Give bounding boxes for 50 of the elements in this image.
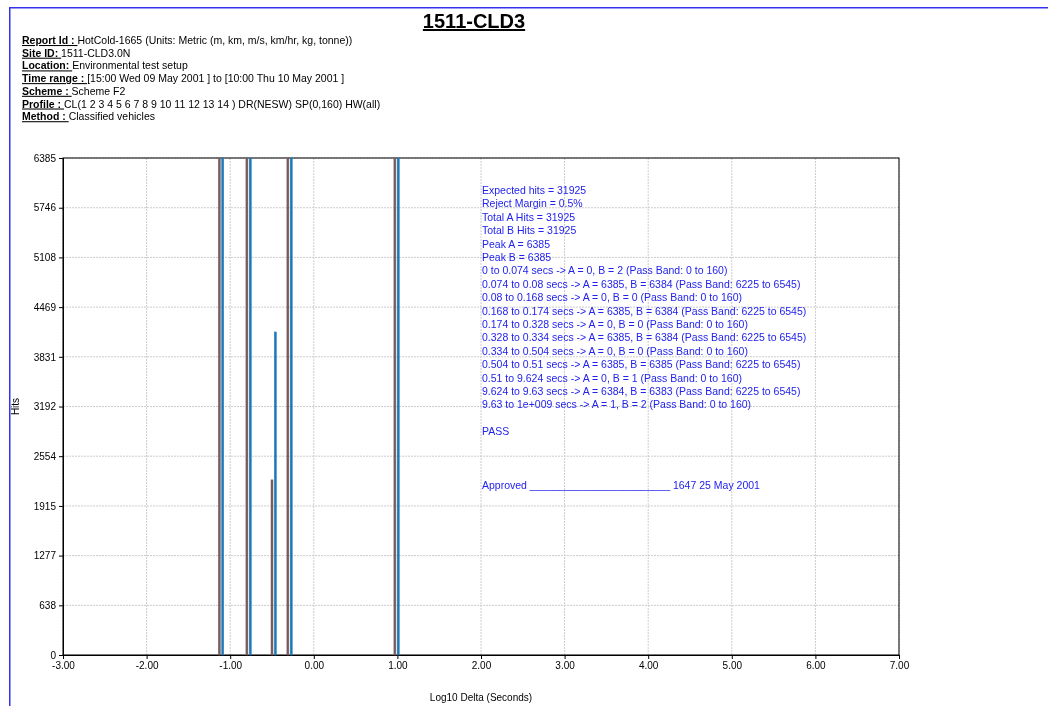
annotation: 0.328 to 0.334 secs -> A = 6385, B = 6384 (Pass Band: 6225 to 6545)	[482, 331, 807, 344]
y-tick-label: 5746	[33, 202, 57, 214]
annotation: 0.51 to 9.624 secs -> A = 0, B = 1 (Pass Band: 0 to 160)	[482, 371, 743, 384]
annotation: PASS	[482, 425, 510, 438]
x-tick-label: 2.00	[471, 660, 492, 672]
x-tick-label: 4.00	[638, 660, 659, 672]
chart-title: 1511-CLD3	[422, 10, 526, 32]
annotation: 0.174 to 0.328 secs -> A = 0, B = 0 (Pass Band: 0 to 160)	[482, 318, 748, 330]
annotation: 9.624 to 9.63 secs -> A = 6384, B = 6383 (Pass Band: 6225 to 6545)	[482, 385, 801, 397]
annotation: 9.63 to 1e+009 secs -> A = 1, B = 2 (Pass Band: 0 to 160)	[482, 398, 752, 411]
y-tick-label: 638	[39, 600, 57, 612]
annotation: 0.08 to 0.168 secs -> A = 0, B = 0 (Pass Band: 0 to 160)	[482, 291, 743, 304]
annotation: 0 to 0.074 secs -> A = 0, B = 2 (Pass Band: 0 to 160)	[482, 264, 728, 277]
x-tick-label: 7.00	[889, 660, 910, 672]
x-tick-label: -1.00	[219, 660, 243, 672]
text: Report Id : HotCold-1665 (Units: Metric (m, km, m/s, km/hr, kg, tonne)) Site ID: 1511-CLD3.0N Location: Environmental test setup Time range : [15:00 Wed 09 May 2001 ] to [10:00 Thu 10 May 2001 ] Scheme : Scheme F2 Profile : CL(1 2 3 4 5 6 7 8 9 10 11 12 13 14 ) DR(NESW) SP(0,160) HW(all) Method : Classified vehicles	[22, 34, 381, 123]
annotation: 0.168 to 0.174 secs -> A = 6385, B = 6384 (Pass Band: 6225 to 6545)	[482, 304, 807, 317]
bar	[274, 331, 277, 656]
y-tick-label: 5108	[33, 252, 57, 264]
bar	[270, 479, 274, 656]
x-tick-label: 0.00	[304, 660, 325, 672]
x-tick-label: 1.00	[388, 660, 409, 672]
x-tick-label: -2.00	[135, 660, 159, 672]
y-tick-label: 1277	[33, 550, 57, 562]
y-tick-label: 1915	[33, 500, 57, 512]
annotation: Reject Margin = 0.5%	[482, 197, 583, 210]
bar	[286, 157, 290, 656]
annotation: Peak B = 6385	[482, 251, 552, 263]
annotation: Total A Hits = 31925	[482, 210, 576, 223]
y-tick-label: 2554	[33, 450, 57, 462]
y-tick-label: 3192	[33, 401, 57, 413]
bar	[249, 157, 252, 656]
y-tick-label: 6385	[33, 152, 57, 164]
y-tick-label: 4469	[33, 301, 57, 313]
annotation: Approved ________________________ 1647 25 May 2001	[482, 478, 761, 491]
annotation: 0.504 to 0.51 secs -> A = 6385, B = 6385 (Pass Band: 6225 to 6545)	[482, 358, 801, 371]
x-tick-label: -3.00	[52, 660, 76, 672]
annotation: Total B Hits = 31925	[482, 224, 577, 237]
annotation: Expected hits = 31925	[482, 184, 587, 196]
y-tick-label: 0	[50, 649, 57, 661]
x-axis-title: Log10 Delta (Seconds)	[429, 692, 533, 703]
x-tick-label: 3.00	[555, 660, 576, 672]
y-axis-title: Hits	[10, 397, 21, 416]
y-tick-label: 3831	[33, 351, 57, 363]
bar	[245, 157, 249, 656]
x-tick-label: 6.00	[806, 660, 827, 672]
annotation: Peak A = 6385	[482, 237, 551, 250]
annotation: 0.334 to 0.504 secs -> A = 0, B = 0 (Pass Band: 0 to 160)	[482, 344, 748, 357]
annotation: 0.074 to 0.08 secs -> A = 6385, B = 6384 (Pass Band: 6225 to 6545)	[482, 277, 801, 290]
x-tick-label: 5.00	[722, 660, 743, 672]
